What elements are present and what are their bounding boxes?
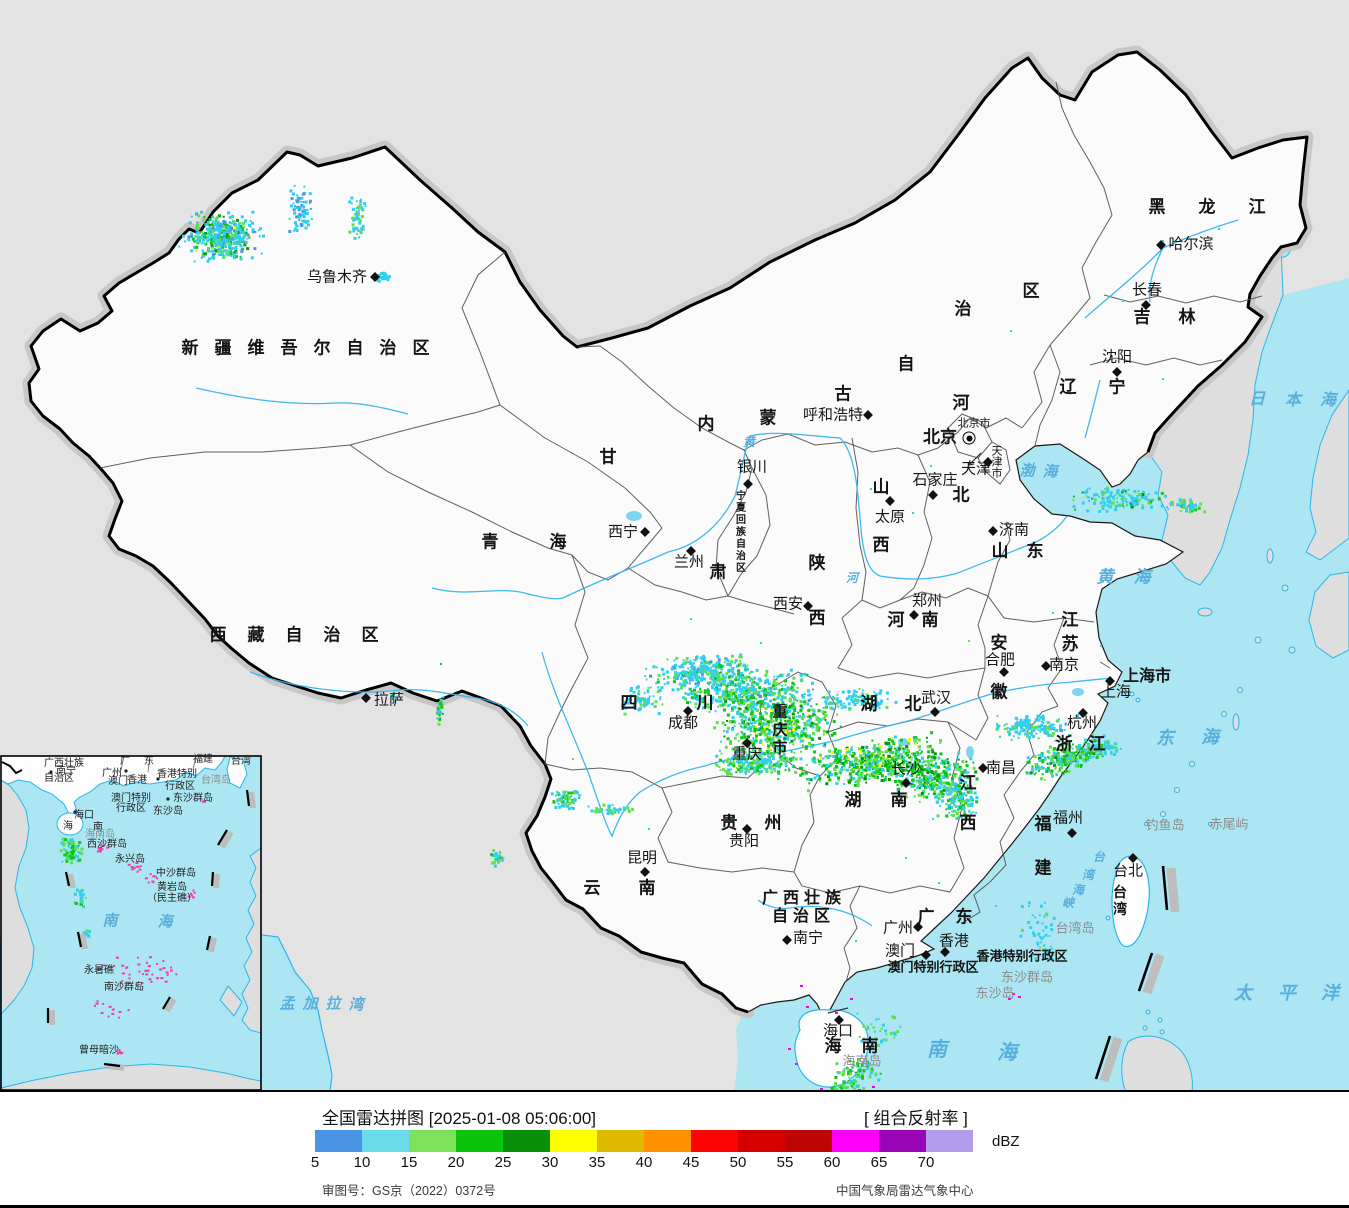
radar-echoes <box>178 184 1220 1092</box>
nine-dash-segments <box>1094 865 1180 1083</box>
colorbar-tick: 50 <box>729 1154 747 1171</box>
colorbar-tick: 65 <box>870 1154 888 1171</box>
colorbar-tick: 60 <box>823 1154 841 1171</box>
colorbar-segment <box>362 1130 409 1152</box>
south-china-sea-inset <box>1 756 261 1090</box>
colorbar-tick: 30 <box>541 1154 559 1171</box>
colorbar-segment <box>315 1130 362 1152</box>
colorbar-segment <box>691 1130 738 1152</box>
rivers <box>195 219 1239 927</box>
colorbar-segment <box>926 1130 973 1152</box>
colorbar-tick: 15 <box>400 1154 418 1171</box>
colorbar-tick: 35 <box>588 1154 606 1171</box>
map-canvas <box>0 45 1349 1093</box>
colorbar-tick: 5 <box>310 1154 320 1171</box>
colorbar-segment <box>785 1130 832 1152</box>
bottom-border <box>0 1205 1349 1208</box>
legend-title: 全国雷达拼图 [2025-01-08 05:06:00] <box>322 1109 597 1128</box>
colorbar-segment <box>550 1130 597 1152</box>
colorbar-segment <box>503 1130 550 1152</box>
dbz-unit-label: dBZ <box>992 1133 1020 1150</box>
leader-lines <box>827 452 982 1014</box>
china-radar-map: 黑龙江吉林辽宁新疆维吾尔自治区西藏自治区青海四川云南贵州湖北湖南山东河南浙江广东… <box>0 45 1349 1093</box>
colorbar-segment <box>738 1130 785 1152</box>
colorbar-segment <box>879 1130 926 1152</box>
product-label: [ 组合反射率 ] <box>864 1109 968 1128</box>
colorbar-tick: 10 <box>353 1154 371 1171</box>
legend-panel: 全国雷达拼图 [2025-01-08 05:06:00] [ 组合反射率 ] 5… <box>0 1092 1349 1205</box>
colorbar-segment <box>644 1130 691 1152</box>
agency-credit: 中国气象局雷达气象中心 <box>836 1184 974 1198</box>
colorbar-tick: 70 <box>917 1154 935 1171</box>
dbz-colorbar <box>315 1130 973 1152</box>
map-legend-divider <box>0 1090 1349 1092</box>
colorbar-segment <box>409 1130 456 1152</box>
colorbar-segment <box>456 1130 503 1152</box>
colorbar-tick: 20 <box>447 1154 465 1171</box>
colorbar-tick: 55 <box>776 1154 794 1171</box>
colorbar-segment <box>832 1130 879 1152</box>
colorbar-tick: 25 <box>494 1154 512 1171</box>
colorbar-segment <box>597 1130 644 1152</box>
map-license-number: 审图号：GS京（2022）0372号 <box>322 1184 496 1198</box>
colorbar-tick: 40 <box>635 1154 653 1171</box>
colorbar-tick: 45 <box>682 1154 700 1171</box>
